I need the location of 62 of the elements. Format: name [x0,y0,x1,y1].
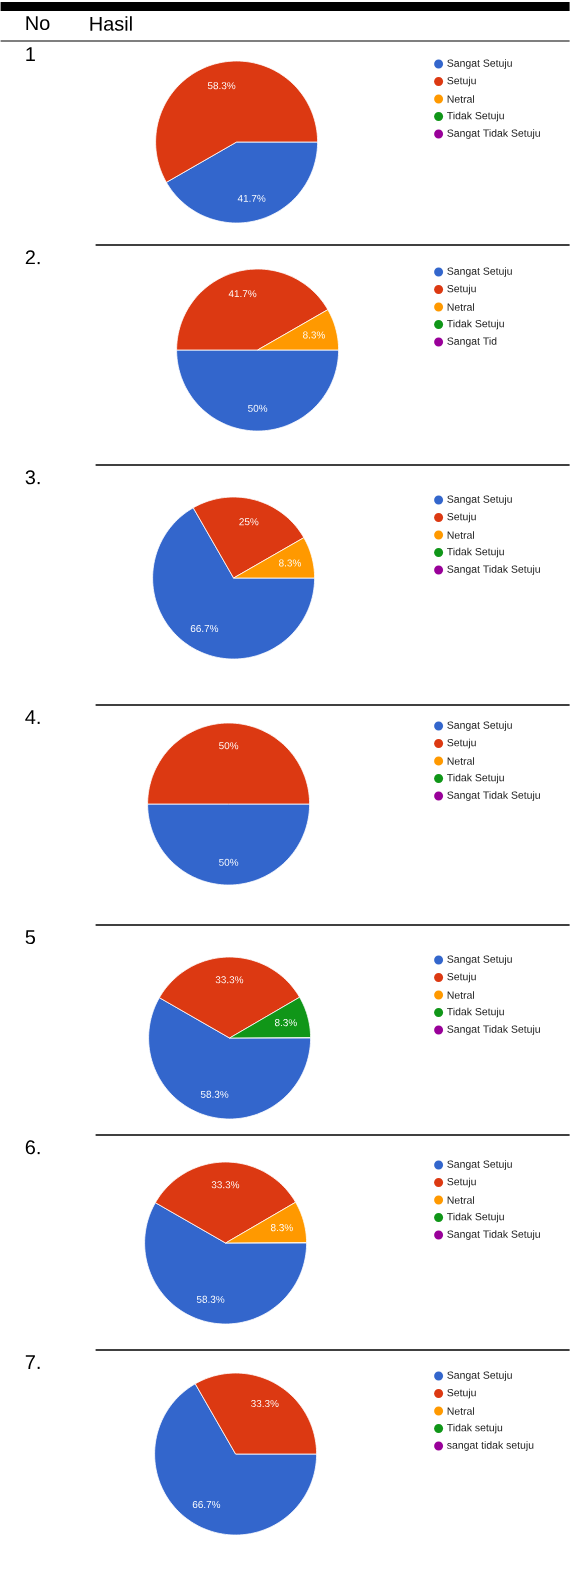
legend-label: Sangat Tid [447,337,497,347]
legend-label: Netral [447,1407,474,1415]
legend-label: Sangat Tidak Setuju [447,565,540,575]
chart-title: 3. [25,470,40,485]
legend-label: Sangat Setuju [447,955,512,965]
data-label: 58.3% [196,1295,225,1303]
legend-label: Netral [447,991,474,999]
legend-label: Sangat Setuju [447,1160,512,1170]
legend-label: Netral [447,95,474,103]
data-label: 33.3% [215,976,244,984]
legend-label: Setuju [447,738,476,749]
data-label: 8.3% [274,1019,297,1027]
legend-label: Setuju [447,1388,476,1399]
legend-label: Netral [447,531,474,539]
legend-label: Netral [447,757,474,765]
legend-label: Sangat Setuju [447,1371,512,1381]
data-label: 25% [239,518,259,526]
legend-label: Sangat Tidak Setuju [447,791,540,801]
legend-label: Sangat Setuju [447,59,512,69]
legend-label: Sangat Setuju [447,495,512,505]
legend-label: Setuju [447,512,476,523]
legend-label: Sangat Tidak Setuju [447,1230,540,1240]
data-label: 41.7% [237,194,266,202]
chart-title: 6. [25,1140,40,1155]
legend-label: Tidak Setuju [446,111,504,122]
data-label: 50% [247,404,268,412]
data-label: 66.7% [192,1500,220,1509]
data-label: 33.3% [211,1181,240,1189]
legend-label: Setuju [447,284,476,295]
legend-label: Setuju [447,76,476,87]
data-label: 58.3% [207,82,236,90]
data-label: 8.3% [302,331,325,339]
data-label: 33.3% [250,1400,279,1408]
data-label: 8.3% [270,1224,293,1232]
text: No [26,16,50,31]
text: Hasil [90,16,132,31]
legend-label: Tidak Setuju [446,1212,504,1223]
legend-label: Tidak Setuju [446,547,504,558]
legend-label: Tidak Setuju [446,1007,504,1018]
data-label: 50% [218,858,239,866]
chart-title: 5 [25,930,35,945]
data-label: 41.7% [228,290,257,298]
data-label: 8.3% [278,559,301,567]
legend-label: Netral [447,1196,474,1204]
chart-title: 4. [25,710,40,724]
legend-label: Sangat Tidak Setuju [447,1025,540,1035]
data-label: 66.7% [190,624,218,633]
legend-label: sangat tidak setuju [446,1441,534,1451]
data-label: 50% [218,742,239,750]
legend-label: Sangat Setuju [447,721,512,731]
legend-label: Sangat Setuju [447,267,512,277]
legend-label: Tidak setuju [446,1423,502,1434]
legend-label: Setuju [447,1177,476,1188]
chart-title: 2. [25,250,40,265]
chart-title: 1 [26,47,35,61]
legend-label: Sangat Tidak Setuju [447,129,540,139]
legend-label: Setuju [447,972,476,983]
data-label: 58.3% [200,1090,229,1098]
legend-label: Tidak Setuju [446,773,504,784]
chart-title: 7. [25,1355,40,1369]
legend-label: Netral [447,303,474,311]
legend-label: Tidak Setuju [446,319,504,330]
